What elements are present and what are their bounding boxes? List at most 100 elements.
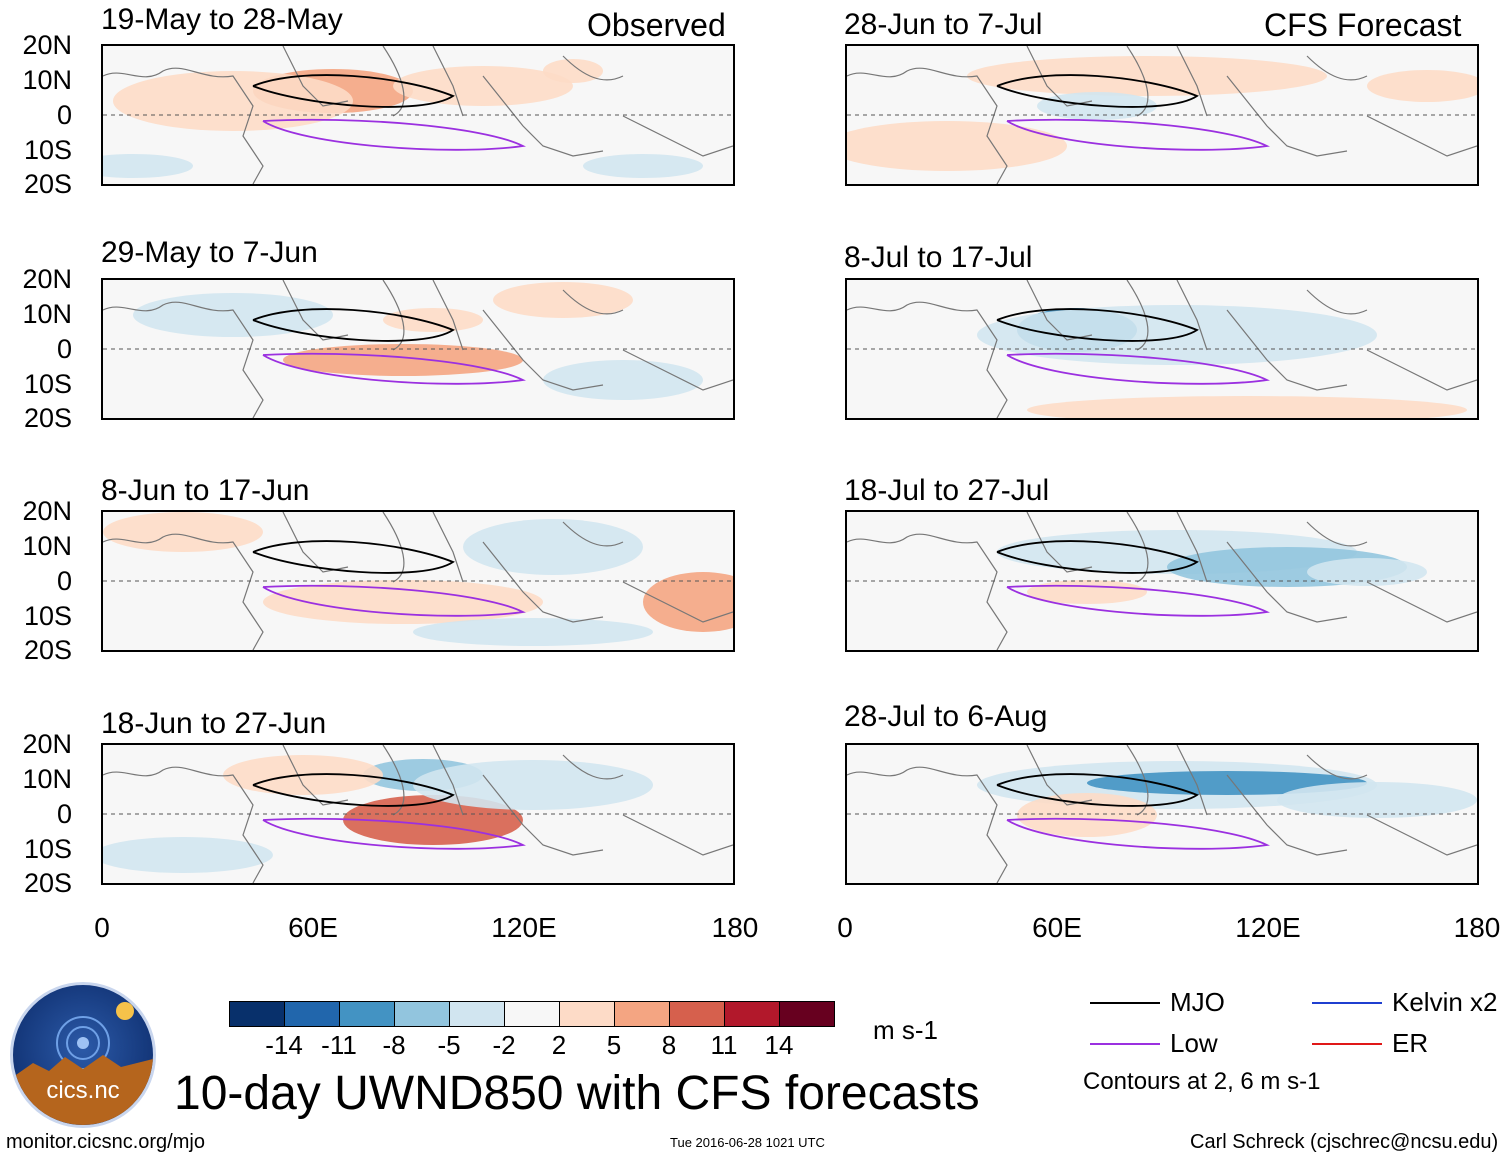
map-graphic: [103, 745, 733, 883]
legend-line-kelvin: [1312, 1002, 1382, 1004]
y-tick-label: 0: [56, 100, 72, 130]
y-tick-label: 10N: [22, 764, 72, 794]
colorbar-swatch: [779, 1001, 835, 1027]
map-panel-obs-1: [101, 44, 735, 186]
colorbar-label: 8: [661, 1030, 677, 1060]
forecast-header: CFS Forecast: [1264, 7, 1462, 43]
coastline: [103, 512, 733, 650]
anomaly-shade: [1087, 771, 1367, 795]
coastline: [847, 745, 1477, 883]
y-tick-label: 20N: [22, 30, 72, 60]
legend-label-low: Low: [1170, 1028, 1218, 1058]
x-tick-right-180: 180: [1453, 912, 1501, 943]
anomaly-shade: [493, 282, 633, 318]
y-tick-label: 0: [56, 799, 72, 829]
x-tick-right-120e: 120E: [1235, 912, 1301, 943]
anomaly-shade: [543, 59, 603, 83]
y-tick-label: 10N: [22, 531, 72, 561]
panel-title-obs-2: 29-May to 7-Jun: [101, 236, 318, 269]
colorbar-swatch: [339, 1001, 395, 1027]
contour-line: [252, 540, 455, 574]
y-tick-label: 20N: [22, 729, 72, 759]
panel-title-fcst-1: 28-Jun to 7-Jul: [844, 8, 1043, 41]
figure-title: 10-day UWND850 with CFS forecasts: [174, 1067, 980, 1120]
x-tick-left-0: 0: [94, 912, 110, 943]
coastline: [847, 512, 1477, 650]
y-tick-label: 20S: [23, 635, 72, 665]
anomaly-shade: [103, 512, 263, 552]
map-panel-obs-2: [101, 278, 735, 420]
y-tick-label: 0: [56, 334, 72, 364]
y-tick-label: 10N: [22, 299, 72, 329]
colorbar-label: -11: [321, 1030, 357, 1060]
map-panel-fcst-4: [845, 743, 1479, 885]
contour-line: [262, 817, 526, 850]
y-tick-label: 20S: [23, 169, 72, 199]
map-graphic: [847, 46, 1477, 184]
y-tick-label: 20S: [23, 868, 72, 898]
map-graphic: [847, 745, 1477, 883]
x-tick-right-0: 0: [837, 912, 853, 943]
anomaly-shade: [1307, 558, 1427, 586]
y-tick-label: 10N: [22, 65, 72, 95]
colorbar-label: 11: [710, 1030, 738, 1060]
map-graphic: [847, 512, 1477, 650]
logo-text: cics.nc: [46, 1077, 120, 1104]
anomaly-shade: [463, 519, 643, 575]
anomaly-shade: [383, 308, 483, 332]
map-panel-fcst-3: [845, 510, 1479, 652]
footer-credit: Carl Schreck (cjschrec@ncsu.edu): [1190, 1131, 1499, 1153]
anomaly-shade: [967, 56, 1327, 96]
map-graphic: [103, 46, 733, 184]
y-tick-label: 10S: [23, 834, 72, 864]
colorbar-swatch: [394, 1001, 450, 1027]
y-tick-label: 20N: [22, 496, 72, 526]
observed-header: Observed: [587, 7, 726, 43]
anomaly-shade: [393, 66, 573, 106]
contour-line: [252, 74, 455, 108]
colorbar-units: m s-1: [873, 1015, 938, 1045]
coastline: [847, 280, 1477, 418]
footer-timestamp: Tue 2016-06-28 1021 UTC: [670, 1135, 825, 1150]
panel-title-obs-4: 18-Jun to 27-Jun: [101, 707, 327, 740]
anomaly-shade: [1027, 396, 1467, 418]
contour-line: [996, 773, 1199, 807]
anomaly-shade: [103, 837, 273, 873]
contour-line: [1006, 584, 1270, 617]
anomaly-shade: [413, 760, 653, 810]
legend-label-mjo: MJO: [1170, 987, 1225, 1017]
map-graphic: [103, 512, 733, 650]
coastline: [103, 46, 733, 184]
legend-label-kelvin: Kelvin x2: [1392, 987, 1498, 1017]
anomaly-shade: [283, 344, 523, 376]
colorbar-swatch: [724, 1001, 780, 1027]
colorbar-swatch: [449, 1001, 505, 1027]
colorbar-swatch: [669, 1001, 725, 1027]
contour-line: [252, 773, 455, 807]
legend-line-er: [1312, 1043, 1382, 1045]
colorbar-label: 5: [606, 1030, 622, 1060]
colorbar-swatch: [614, 1001, 670, 1027]
legend-line-low: [1090, 1043, 1160, 1045]
anomaly-shade: [413, 618, 653, 646]
contour-line: [996, 74, 1199, 108]
colorbar-label: -5: [437, 1030, 461, 1060]
colorbar-label: 14: [764, 1030, 794, 1060]
anomaly-shade: [263, 580, 543, 624]
legend-line-mjo: [1090, 1002, 1160, 1004]
anomaly-shade: [643, 572, 733, 632]
anomaly-shade: [1017, 793, 1157, 837]
contour-line: [262, 118, 526, 151]
colorbar-label: -8: [382, 1030, 406, 1060]
legend-label-er: ER: [1392, 1028, 1429, 1058]
contour-line: [262, 584, 526, 617]
colorbar-swatch: [284, 1001, 340, 1027]
contour-line: [996, 540, 1199, 574]
y-tick-label: 0: [56, 566, 72, 596]
colorbar-swatch: [229, 1001, 285, 1027]
y-tick-label: 10S: [23, 601, 72, 631]
panel-title-obs-3: 8-Jun to 17-Jun: [101, 474, 310, 507]
anomaly-shade: [847, 121, 1067, 171]
colorbar-label: -2: [492, 1030, 516, 1060]
anomaly-shade: [1277, 782, 1477, 818]
